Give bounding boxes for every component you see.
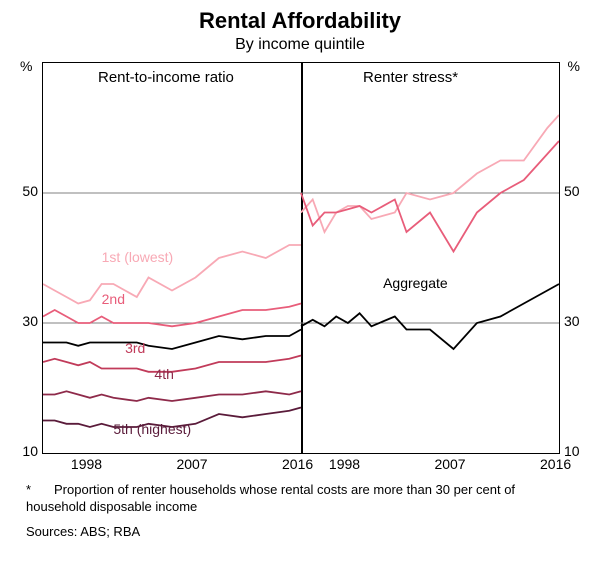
y-tick-label: 50 [564,183,580,199]
footnote-text: Proportion of renter households whose re… [26,482,515,514]
series-label: 4th [154,366,173,382]
x-tick-label: 1998 [329,456,360,472]
x-tick-label: 1998 [71,456,102,472]
plot-area: Rent-to-income ratio Renter stress* 1st … [42,62,560,454]
x-tick-label: 2007 [176,456,207,472]
x-tick-label: 2007 [434,456,465,472]
series-label: Aggregate [383,275,448,291]
x-tick-label: 2016 [282,456,313,472]
footnote-marker: * [26,482,54,499]
y-tick-label: 50 [22,183,38,199]
y-label-right: % [568,58,580,74]
footnote: *Proportion of renter households whose r… [26,482,574,516]
y-label-left: % [20,58,32,74]
chart-container: Rental Affordability By income quintile … [0,0,600,564]
series-label: 1st (lowest) [102,249,174,265]
series-label: 3rd [125,340,145,356]
y-tick-label: 30 [22,313,38,329]
series-label: 5th (highest) [113,421,191,437]
series-label: 2nd [102,291,125,307]
y-tick-label: 30 [564,313,580,329]
chart-title: Rental Affordability [0,0,600,34]
sources: Sources: ABS; RBA [26,524,140,539]
x-tick-label: 2016 [540,456,571,472]
chart-subtitle: By income quintile [0,36,600,54]
y-tick-label: 10 [22,443,38,459]
